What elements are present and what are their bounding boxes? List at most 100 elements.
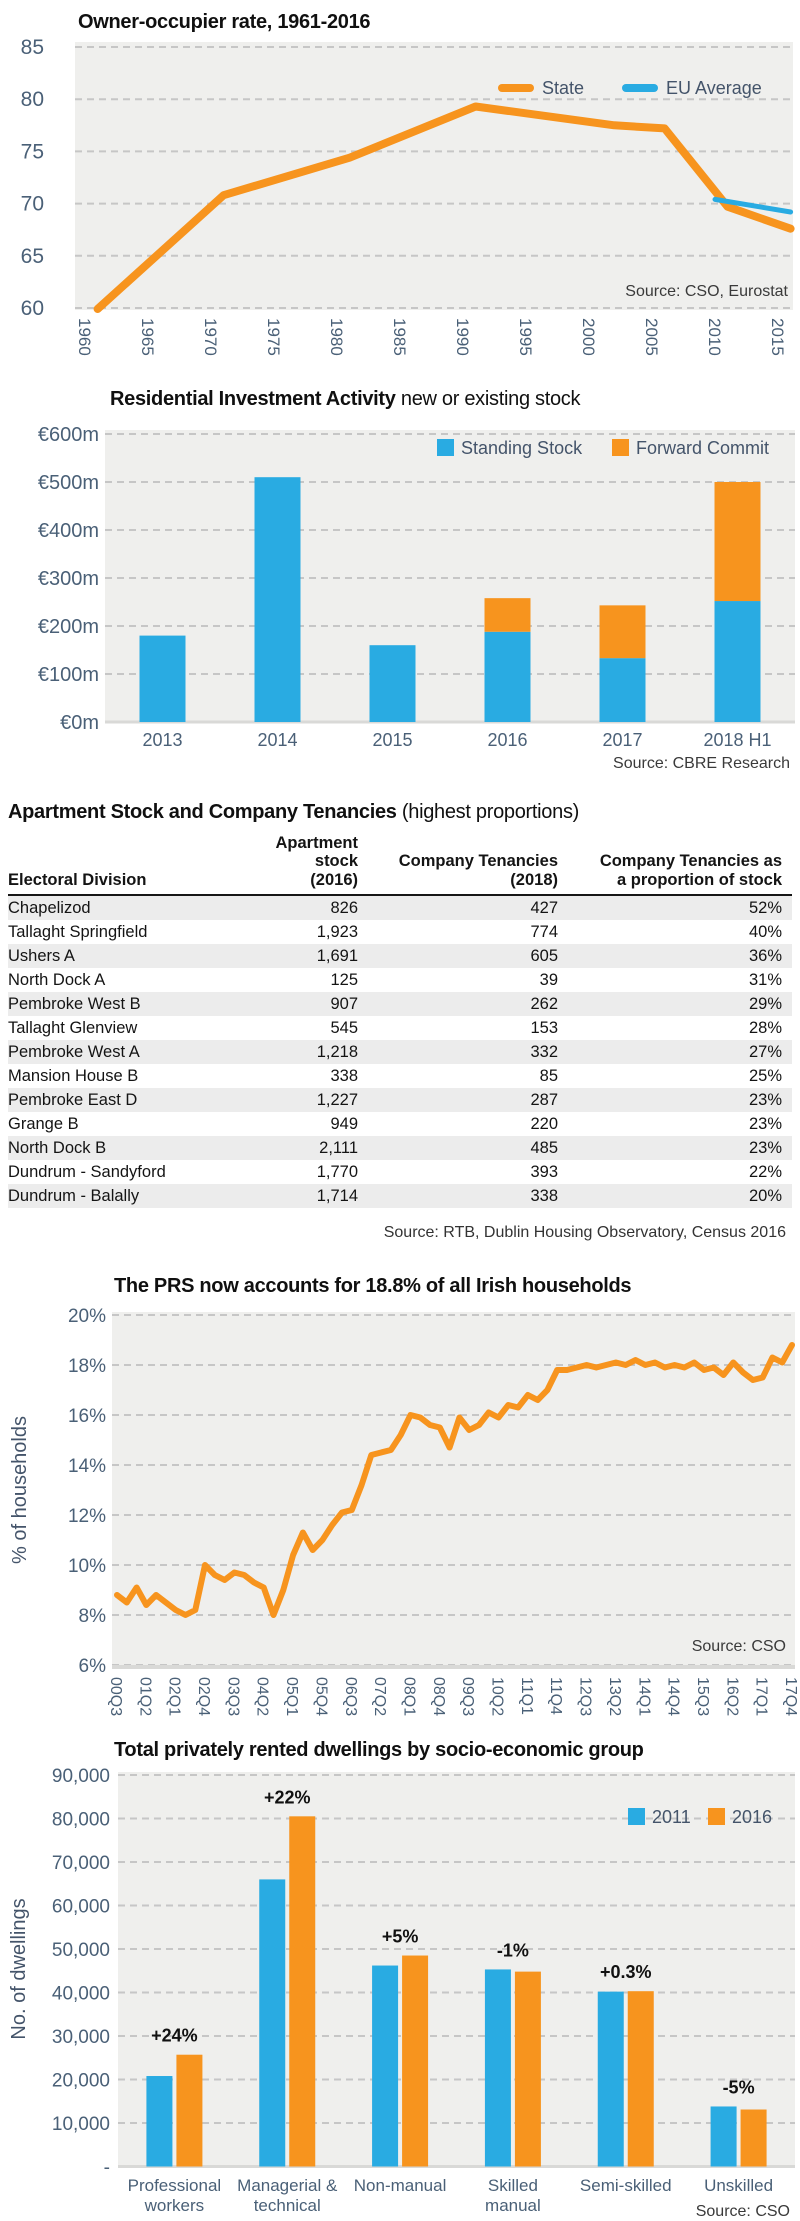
table-row: Ushers A 1,691 605 36% bbox=[8, 944, 792, 969]
state-line bbox=[93, 102, 795, 313]
table-row: Mansion House B 338 85 25% bbox=[8, 1064, 792, 1088]
dwellings-title: Total privately rented dwellings by soci… bbox=[0, 1730, 800, 1764]
title-text: Owner-occupier rate, 1961-2016 bbox=[78, 11, 371, 33]
svg-text:Unskilled: Unskilled bbox=[704, 2176, 773, 2195]
svg-text:Non-manual: Non-manual bbox=[354, 2176, 447, 2195]
svg-text:14%: 14% bbox=[68, 1456, 106, 1477]
table-cell: Pembroke West B bbox=[8, 994, 141, 1013]
svg-text:30,000: 30,000 bbox=[52, 2027, 110, 2048]
svg-text:05Q4: 05Q4 bbox=[312, 1677, 329, 1716]
plot-area bbox=[105, 430, 795, 722]
table-cell: 23% bbox=[748, 1114, 782, 1133]
svg-text:Semi-skilled: Semi-skilled bbox=[580, 2176, 672, 2195]
svg-text:70: 70 bbox=[21, 193, 44, 216]
investment-section: Residential Investment Activity new or e… bbox=[0, 375, 800, 775]
table-cell: 1,691 bbox=[316, 946, 358, 965]
column-header: Apartment stock (2016) bbox=[236, 832, 368, 897]
table-row: Grange B 949 220 23% bbox=[8, 1112, 792, 1136]
table-cell: 605 bbox=[530, 946, 558, 965]
pct-change-label: +5% bbox=[382, 1927, 419, 1947]
dwellings-grouped-bar-chart: - 10,000 20,000 30,000 40,000 50,000 60,000 70,… bbox=[8, 1766, 795, 2220]
y-axis-title: % of households bbox=[9, 1416, 31, 1564]
pct-change-label: -1% bbox=[497, 1940, 529, 1960]
source-label: Source: CSO bbox=[696, 2203, 790, 2220]
table-cell: Pembroke East D bbox=[8, 1090, 138, 1109]
bar-2017-standing-stock bbox=[599, 658, 646, 722]
svg-text:2015: 2015 bbox=[768, 318, 787, 356]
table-cell: 287 bbox=[530, 1090, 558, 1109]
svg-text:technical: technical bbox=[254, 2196, 321, 2215]
svg-text:13Q2: 13Q2 bbox=[606, 1677, 623, 1716]
table-cell: 31% bbox=[748, 970, 782, 989]
table-row: Dundrum - Balally 1,714 338 20% bbox=[8, 1184, 792, 1209]
table-row: Pembroke West B 907 262 29% bbox=[8, 992, 792, 1017]
table-cell: 40% bbox=[748, 922, 782, 941]
svg-text:08Q1: 08Q1 bbox=[400, 1677, 417, 1716]
svg-text:80,000: 80,000 bbox=[52, 1810, 110, 1831]
x-axis-baseline bbox=[112, 1665, 795, 1669]
table-cell: 826 bbox=[330, 898, 358, 917]
svg-text:workers: workers bbox=[144, 2196, 205, 2215]
bar-2016-managerial-technical bbox=[289, 1816, 316, 2167]
svg-text:2016: 2016 bbox=[487, 730, 527, 750]
table-cell: 1,923 bbox=[316, 922, 358, 941]
svg-text:07Q2: 07Q2 bbox=[371, 1677, 388, 1716]
svg-text:60,000: 60,000 bbox=[52, 1897, 110, 1918]
source-label: Source: CSO, Eurostat bbox=[625, 283, 788, 300]
table-cell: Tallaght Springfield bbox=[8, 922, 148, 941]
legend-label-2011: 2011 bbox=[652, 1807, 691, 1827]
title-text: The PRS now accounts for 18.8% of all Ir… bbox=[114, 1275, 632, 1297]
svg-text:02Q4: 02Q4 bbox=[195, 1677, 212, 1716]
table-cell: 338 bbox=[530, 1186, 558, 1205]
legend-swatch-standing-stock bbox=[437, 439, 454, 456]
svg-text:8%: 8% bbox=[79, 1606, 107, 1627]
svg-text:85: 85 bbox=[21, 38, 44, 59]
svg-text:12%: 12% bbox=[68, 1506, 106, 1527]
owner-occupier-title: Owner-occupier rate, 1961-2016 bbox=[0, 0, 800, 38]
bars bbox=[146, 1816, 767, 2167]
legend-label-eu: EU Average bbox=[666, 78, 762, 98]
title-regular: new or existing stock bbox=[395, 388, 581, 410]
table-row: North Dock A 125 39 31% bbox=[8, 968, 792, 992]
svg-text:10,000: 10,000 bbox=[52, 2114, 110, 2135]
pct-change-labels: +24% +22% +5% -1% +0.3% -5% bbox=[151, 1787, 754, 2097]
svg-text:€100m: €100m bbox=[38, 664, 99, 686]
table-row: Dundrum - Sandyford 1,770 393 22% bbox=[8, 1160, 792, 1184]
bar-2015-standing-stock bbox=[369, 645, 416, 722]
svg-text:1960: 1960 bbox=[75, 318, 94, 356]
bar-2011-unskilled bbox=[710, 2106, 737, 2167]
table-cell: Chapelizod bbox=[8, 898, 91, 917]
svg-text:14Q1: 14Q1 bbox=[635, 1677, 652, 1716]
legend: State EU Average bbox=[498, 78, 762, 98]
table-cell: 23% bbox=[748, 1090, 782, 1109]
table-cell: 774 bbox=[530, 922, 558, 941]
table-cell: 125 bbox=[330, 970, 358, 989]
bar-2016-non-manual bbox=[402, 1955, 429, 2167]
legend-label-standing-stock: Standing Stock bbox=[461, 438, 583, 458]
prs-title: The PRS now accounts for 18.8% of all Ir… bbox=[0, 1270, 800, 1300]
prs-line-chart: 6% 8% 10% 12% 14% 16% 18% 20% % of households 00Q… bbox=[9, 1306, 799, 1716]
table-cell: 25% bbox=[748, 1066, 782, 1085]
table-cell: 485 bbox=[530, 1138, 558, 1157]
title-text: Total privately rented dwellings by soci… bbox=[114, 1739, 644, 1761]
table-row: Tallaght Springfield 1,923 774 40% bbox=[8, 920, 792, 944]
svg-text:2010: 2010 bbox=[705, 318, 724, 356]
table-cell: 1,714 bbox=[316, 1186, 358, 1205]
table-cell: 1,227 bbox=[316, 1090, 358, 1109]
bar-2016-semi-skilled bbox=[627, 1991, 654, 2167]
svg-text:Skilled: Skilled bbox=[488, 2176, 538, 2195]
table-cell: 27% bbox=[748, 1042, 782, 1061]
svg-text:06Q3: 06Q3 bbox=[342, 1677, 359, 1716]
title-bold: Apartment Stock and Company Tenancies bbox=[8, 801, 397, 823]
bar-2011-professional-workers bbox=[146, 2076, 173, 2167]
table-cell: 36% bbox=[748, 946, 782, 965]
svg-text:€600m: €600m bbox=[38, 424, 99, 446]
bar-2011-semi-skilled bbox=[597, 1991, 624, 2167]
table-cell: 22% bbox=[748, 1162, 782, 1181]
svg-text:11Q4: 11Q4 bbox=[547, 1677, 564, 1715]
svg-text:10%: 10% bbox=[68, 1556, 106, 1577]
table-cell: 545 bbox=[330, 1018, 358, 1037]
table-row: Pembroke East D 1,227 287 23% bbox=[8, 1088, 792, 1113]
